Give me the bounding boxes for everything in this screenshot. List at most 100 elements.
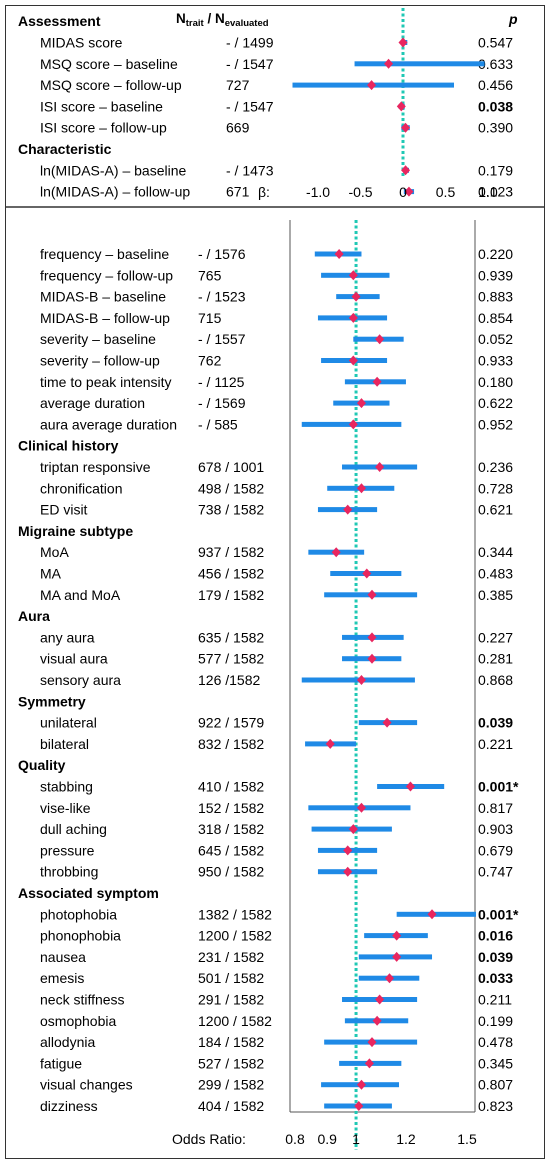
- row-label: frequency – follow-up: [40, 267, 173, 283]
- row-label: MIDAS-B – baseline: [40, 289, 166, 305]
- point-estimate: [356, 802, 366, 813]
- point-estimate: [392, 951, 402, 962]
- row-n: 291 / 1582: [198, 992, 264, 1008]
- row-p-value: 0.823: [478, 1098, 513, 1114]
- x-tick-label: 0.8: [285, 1131, 305, 1147]
- point-estimate: [401, 122, 411, 133]
- point-estimate: [348, 312, 358, 323]
- row-n: - / 1576: [198, 246, 246, 262]
- row-n: 1382 / 1582: [198, 906, 272, 922]
- point-estimate: [398, 37, 408, 48]
- point-estimate: [367, 80, 377, 91]
- group-heading: Migraine subtype: [18, 523, 133, 539]
- row-p-value: 0.038: [478, 98, 513, 114]
- row-p-value: 0.227: [478, 629, 513, 645]
- row-label: throbbing: [40, 864, 98, 880]
- row-p-value: 0.385: [478, 587, 513, 603]
- point-estimate: [384, 973, 394, 984]
- group-heading: Symmetry: [18, 693, 86, 709]
- x-tick-label: 1: [352, 1131, 360, 1147]
- row-label: dizziness: [40, 1098, 98, 1114]
- row-n: - / 1547: [226, 98, 274, 114]
- row-p-value: 0.456: [478, 77, 513, 93]
- row-p-value: 0.001*: [478, 779, 519, 795]
- row-label: frequency – baseline: [40, 246, 169, 262]
- point-estimate: [367, 632, 377, 643]
- x-tick-label: -0.5: [348, 184, 372, 200]
- row-p-value: 0.807: [478, 1077, 513, 1093]
- row-label: severity – baseline: [40, 331, 156, 347]
- row-label: ln(MIDAS-A) – baseline: [40, 162, 186, 178]
- row-n: 922 / 1579: [198, 715, 264, 731]
- row-n: - / 1523: [198, 289, 246, 305]
- figure-frame: [5, 5, 545, 1159]
- row-label: MA: [40, 566, 62, 582]
- row-p-value: 0.390: [478, 120, 513, 136]
- row-label: photophobia: [40, 906, 117, 922]
- row-p-value: 0.933: [478, 353, 513, 369]
- row-p-value: 0.633: [478, 56, 513, 72]
- row-n: 937 / 1582: [198, 544, 264, 560]
- point-estimate: [404, 186, 414, 197]
- point-estimate: [372, 1015, 382, 1026]
- row-p-value: 0.679: [478, 842, 513, 858]
- row-p-value: 0.478: [478, 1034, 513, 1050]
- point-estimate: [367, 653, 377, 664]
- point-estimate: [375, 462, 385, 472]
- point-estimate: [348, 419, 358, 430]
- point-estimate: [343, 845, 353, 856]
- row-p-value: 0.221: [478, 736, 513, 752]
- row-p-value: 0.179: [478, 162, 513, 178]
- row-p-value: 0.123: [478, 184, 513, 200]
- row-n: 126 /1582: [198, 672, 260, 688]
- point-estimate: [348, 270, 358, 281]
- row-n: - / 1499: [226, 35, 274, 51]
- row-p-value: 0.483: [478, 566, 513, 582]
- row-label: dull aching: [40, 821, 107, 837]
- p-column-header: p: [508, 11, 518, 27]
- row-n: 1200 / 1582: [198, 1013, 272, 1029]
- row-label: ln(MIDAS-A) – follow-up: [40, 184, 190, 200]
- row-n: 404 / 1582: [198, 1098, 264, 1114]
- row-n: 738 / 1582: [198, 502, 264, 518]
- x-axis-label-beta: β:: [258, 184, 270, 200]
- x-tick-label: 0.5: [436, 184, 456, 200]
- row-label: ISI score – follow-up: [40, 120, 167, 136]
- row-n: 715: [198, 310, 222, 326]
- row-p-value: 0.622: [478, 395, 513, 411]
- point-estimate: [362, 568, 372, 579]
- row-label: bilateral: [40, 736, 89, 752]
- row-label: sensory aura: [40, 672, 121, 688]
- row-n: 501 / 1582: [198, 970, 264, 986]
- row-p-value: 0.033: [478, 970, 513, 986]
- ci-bar: [354, 61, 485, 67]
- row-label: MSQ score – follow-up: [40, 77, 182, 93]
- row-label: vise-like: [40, 800, 91, 816]
- point-estimate: [392, 930, 402, 941]
- group-heading: Clinical history: [18, 438, 119, 454]
- point-estimate: [356, 398, 366, 409]
- row-label: neck stiffness: [40, 992, 125, 1008]
- row-p-value: 0.211: [478, 992, 512, 1008]
- point-estimate: [427, 909, 437, 920]
- point-estimate: [325, 738, 335, 749]
- x-tick-label: -1.0: [306, 184, 330, 200]
- row-label: phonophobia: [40, 928, 121, 944]
- row-p-value: 0.547: [478, 35, 513, 51]
- row-p-value: 0.854: [478, 310, 513, 326]
- row-p-value: 0.883: [478, 289, 513, 305]
- row-n: 678 / 1001: [198, 459, 264, 475]
- row-label: aura average duration: [40, 416, 177, 432]
- row-label: MSQ score – baseline: [40, 56, 178, 72]
- group-heading: Quality: [18, 757, 66, 773]
- row-label: MIDAS-B – follow-up: [40, 310, 170, 326]
- row-n: 152 / 1582: [198, 800, 264, 816]
- row-p-value: 0.220: [478, 246, 513, 262]
- point-estimate: [384, 58, 394, 69]
- row-p-value: 0.621: [478, 502, 513, 518]
- point-estimate: [356, 1079, 366, 1090]
- point-estimate: [375, 994, 385, 1005]
- point-estimate: [354, 1101, 364, 1111]
- row-n: 635 / 1582: [198, 629, 264, 645]
